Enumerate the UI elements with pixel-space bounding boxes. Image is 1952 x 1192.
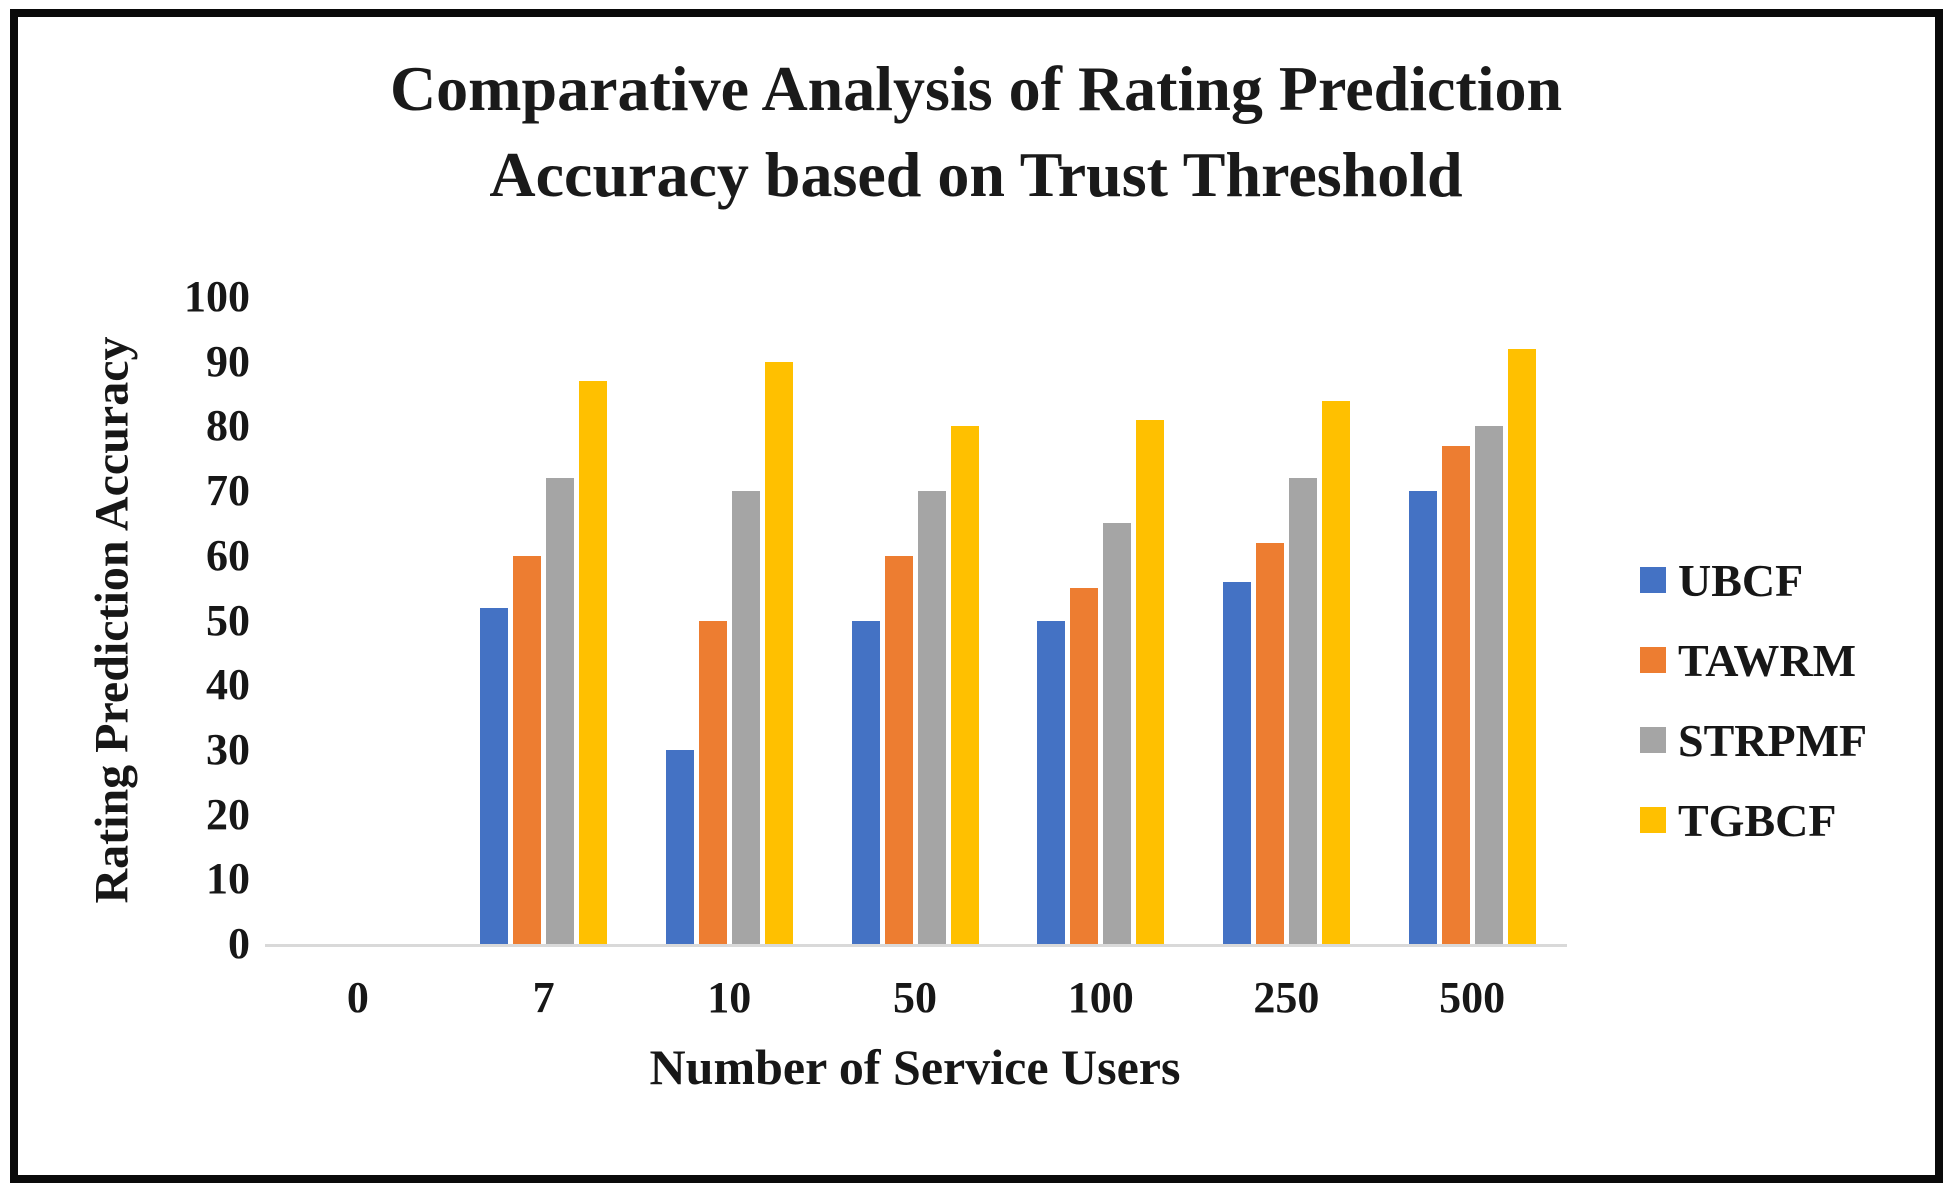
bar-ubcf-100 [1037,620,1066,944]
y-tick-label: 0 [228,919,250,968]
bar-strpmf-50 [917,491,946,944]
legend-label: TAWRM [1678,634,1857,686]
y-tick-label: 90 [206,336,250,386]
y-tick-label: 20 [206,789,250,839]
bar-tgbcf-500 [1507,348,1536,944]
x-tick-label: 0 [346,973,369,1022]
y-tick-label: 100 [184,272,250,321]
x-axis-title: Number of Service Users [649,1039,1181,1095]
bar-tawrm-100 [1070,588,1099,944]
y-tick-label: 60 [206,530,250,580]
bar-strpmf-250 [1288,478,1317,944]
x-axis-line [265,944,1567,947]
y-tick-label: 50 [206,595,250,645]
bar-tgbcf-7 [579,381,608,944]
y-tick-label: 30 [206,724,250,774]
bar-tgbcf-10 [764,361,793,944]
bar-strpmf-100 [1103,523,1132,944]
legend-item-ubcf: UBCF [1640,554,1803,606]
bar-tawrm-7 [513,555,542,944]
legend-item-strpmf: STRPMF [1640,714,1867,766]
legend-label: STRPMF [1678,714,1868,766]
bar-tgbcf-50 [950,426,979,944]
legend-swatch-tgbcf [1640,807,1666,833]
x-tick-label: 500 [1439,973,1506,1022]
bar-strpmf-500 [1474,426,1503,944]
x-tick-label: 7 [532,973,555,1022]
y-tick-label: 80 [206,401,250,451]
legend-label: UBCF [1678,554,1804,606]
legend-swatch-tawrm [1640,647,1666,673]
bar-ubcf-10 [665,749,694,944]
x-tick-label: 100 [1067,973,1134,1022]
bar-tawrm-10 [698,620,727,944]
plot-area [265,297,1565,944]
chart-title-line2: Accuracy based on Trust Threshold [489,139,1463,210]
bar-tawrm-250 [1255,542,1284,944]
x-tick-label: 10 [707,973,752,1022]
bar-tgbcf-100 [1136,419,1165,944]
legend-item-tawrm: TAWRM [1640,634,1856,686]
bar-strpmf-10 [731,491,760,944]
legend-swatch-strpmf [1640,727,1666,753]
legend-swatch-ubcf [1640,567,1666,593]
y-tick-label: 10 [206,854,250,904]
chart-title-line1: Comparative Analysis of Rating Predictio… [389,53,1563,124]
x-tick-label: 250 [1253,973,1320,1022]
x-tick-label: 50 [893,973,937,1022]
y-tick-label: 40 [206,660,250,710]
bar-ubcf-250 [1222,581,1251,944]
legend-label: TGBCF [1678,794,1837,846]
y-tick-label: 70 [206,466,250,516]
bar-strpmf-7 [546,478,575,944]
chart-title: Comparative Analysis of Rating Predictio… [0,46,1952,218]
bar-tawrm-50 [884,555,913,944]
bar-ubcf-7 [480,607,509,944]
bar-tgbcf-250 [1321,400,1350,944]
legend-item-tgbcf: TGBCF [1640,794,1836,846]
bar-ubcf-500 [1408,491,1437,944]
bar-ubcf-50 [851,620,880,944]
bar-tawrm-500 [1441,445,1470,944]
